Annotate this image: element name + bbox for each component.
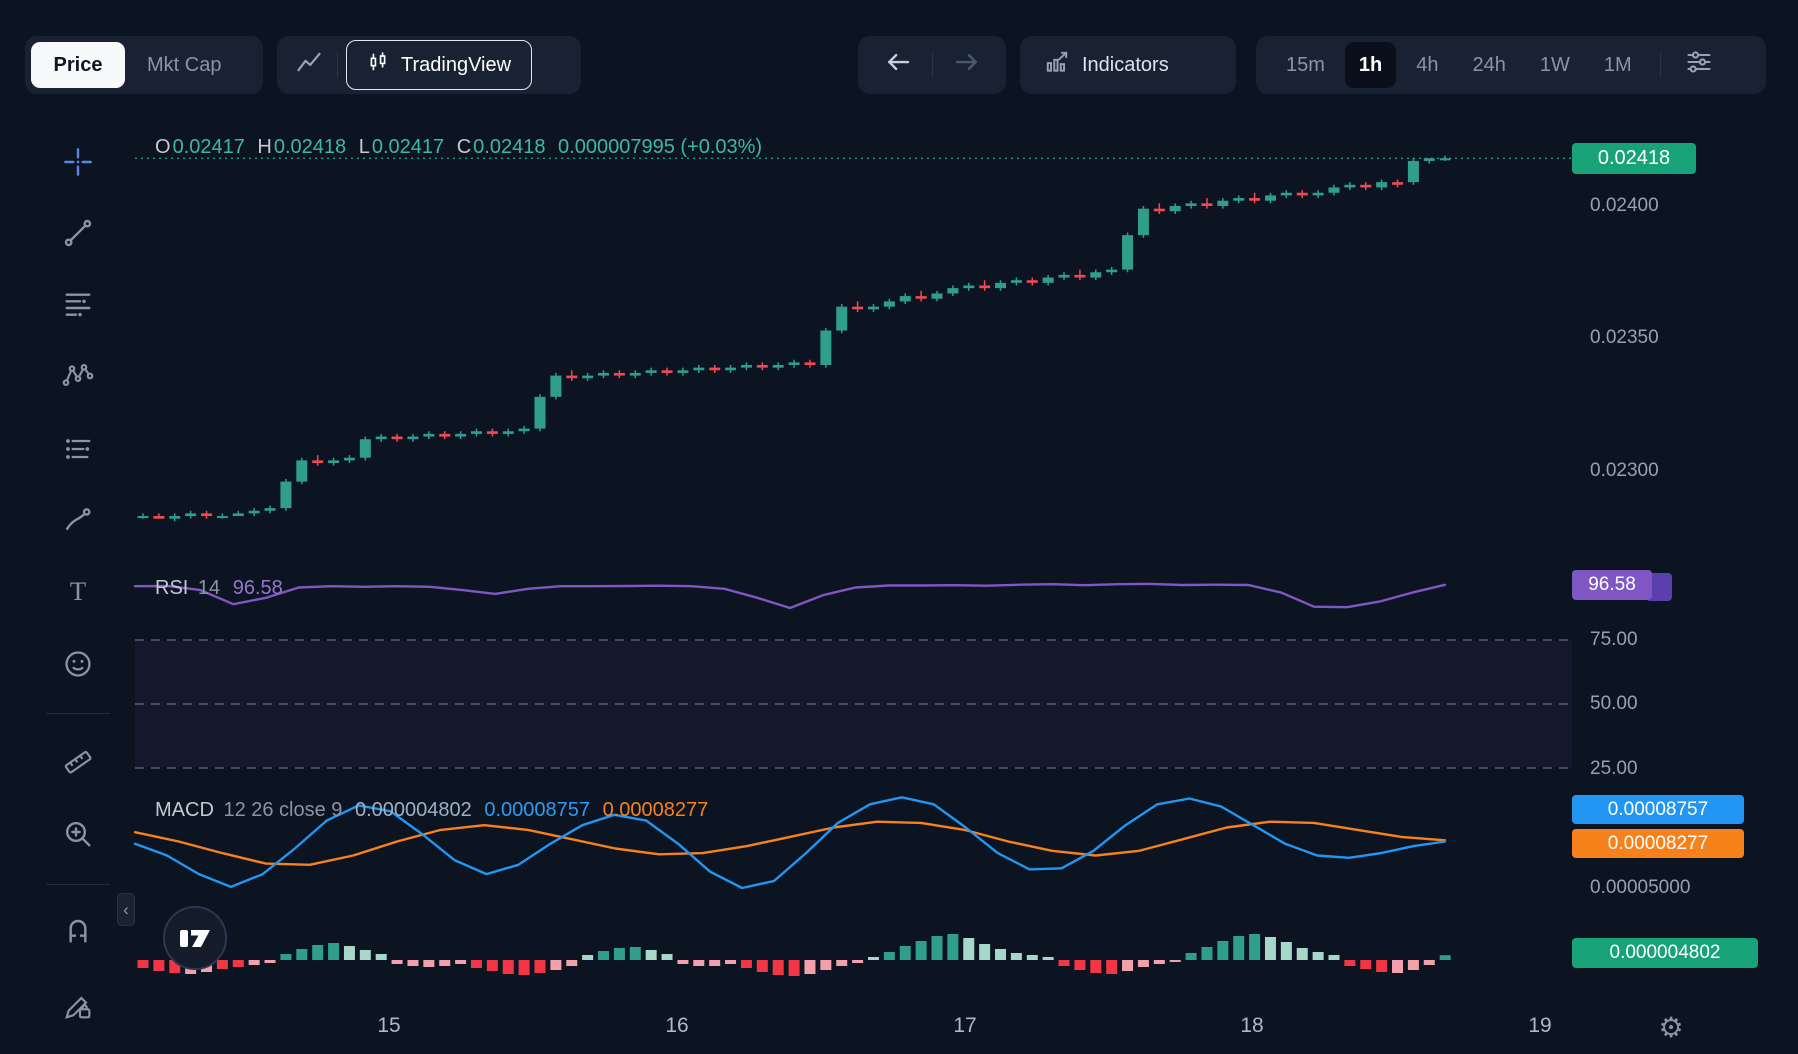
- time-axis-label: 19: [1528, 1014, 1551, 1038]
- rsi-name: RSI: [155, 577, 188, 599]
- rsi-value-badge: 96.58: [1572, 570, 1652, 600]
- open-label: O: [155, 136, 171, 158]
- price-axis-label: 0.02400: [1590, 195, 1659, 217]
- ohlc-legend: O0.02417 H0.02418 L0.02417 C0.02418 0.00…: [155, 136, 769, 159]
- high-label: H: [257, 136, 271, 158]
- macd-params: 12 26 close 9: [223, 799, 342, 821]
- tradingview-logo-icon: [165, 956, 225, 971]
- close-label: C: [457, 136, 471, 158]
- time-axis-label: 17: [953, 1014, 976, 1038]
- macd-hist-badge: 0.000004802: [1572, 938, 1758, 968]
- rsi-legend: RSI 14 96.58: [155, 577, 290, 600]
- low-label: L: [359, 136, 370, 158]
- gear-icon: ⚙: [1658, 1012, 1683, 1043]
- axis-settings-button[interactable]: ⚙: [1650, 1006, 1692, 1048]
- high-value: 0.02418: [274, 136, 346, 158]
- time-axis-label: 18: [1240, 1014, 1263, 1038]
- price-axis-label: 0.02350: [1590, 327, 1659, 349]
- change-value: 0.000007995 (+0.03%): [558, 136, 762, 158]
- open-value: 0.02417: [173, 136, 245, 158]
- tradingview-logo[interactable]: [163, 906, 227, 970]
- macd-signal-badge: 0.00008277: [1572, 829, 1744, 858]
- macd-histogram-layer: [138, 934, 1451, 976]
- current-price-badge: 0.02418: [1572, 143, 1696, 174]
- candles-layer: [138, 156, 1451, 522]
- macd-axis-label: 0.00005000: [1590, 877, 1690, 899]
- price-axis-label: 0.02300: [1590, 460, 1659, 482]
- macd-line-badge: 0.00008757: [1572, 795, 1744, 824]
- macd-line-value: 0.00008757: [484, 799, 590, 821]
- rsi-axis-label: 50.00: [1590, 693, 1638, 715]
- macd-signal-value: 0.00008277: [603, 799, 709, 821]
- macd-name: MACD: [155, 799, 214, 821]
- time-axis-label: 15: [377, 1014, 400, 1038]
- close-value: 0.02418: [473, 136, 545, 158]
- rsi-params: 14: [198, 577, 220, 599]
- macd-hist-value: 0.000004802: [355, 799, 472, 821]
- rsi-axis-label: 75.00: [1590, 629, 1638, 651]
- macd-legend: MACD 12 26 close 9 0.000004802 0.0000875…: [155, 799, 715, 822]
- rsi-layer: [135, 584, 1572, 768]
- rsi-axis-label: 25.00: [1590, 758, 1638, 780]
- rsi-value: 96.58: [233, 577, 283, 599]
- time-axis-label: 16: [665, 1014, 688, 1038]
- low-value: 0.02417: [372, 136, 444, 158]
